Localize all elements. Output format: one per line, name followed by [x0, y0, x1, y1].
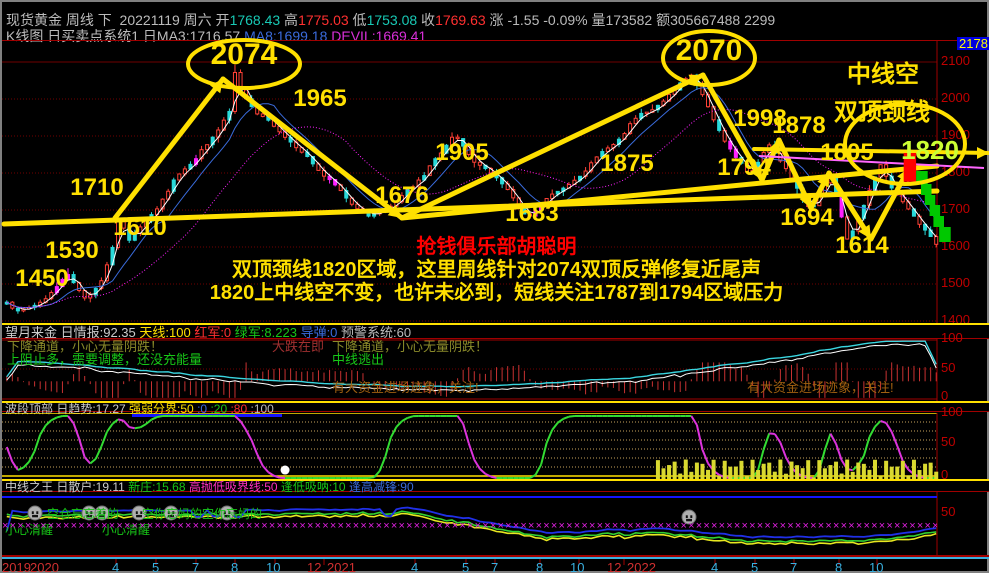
svg-text:1683: 1683 — [505, 200, 558, 227]
svg-text:1905: 1905 — [435, 139, 488, 166]
svg-text:2070: 2070 — [676, 34, 743, 67]
svg-text:1610: 1610 — [113, 214, 166, 241]
svg-text:2074: 2074 — [211, 38, 278, 71]
svg-text:1676: 1676 — [375, 182, 428, 209]
svg-text:1820: 1820 — [901, 135, 959, 165]
svg-text:1878: 1878 — [772, 112, 825, 139]
svg-text:1875: 1875 — [600, 150, 653, 177]
svg-text:1614: 1614 — [835, 232, 889, 259]
svg-text:1710: 1710 — [70, 174, 123, 201]
svg-text:1805: 1805 — [820, 139, 873, 166]
svg-text:1794: 1794 — [717, 154, 771, 181]
svg-text:1450: 1450 — [15, 265, 68, 292]
svg-text:1694: 1694 — [780, 204, 834, 231]
svg-text:1965: 1965 — [293, 85, 346, 112]
svg-text:1530: 1530 — [45, 237, 98, 264]
